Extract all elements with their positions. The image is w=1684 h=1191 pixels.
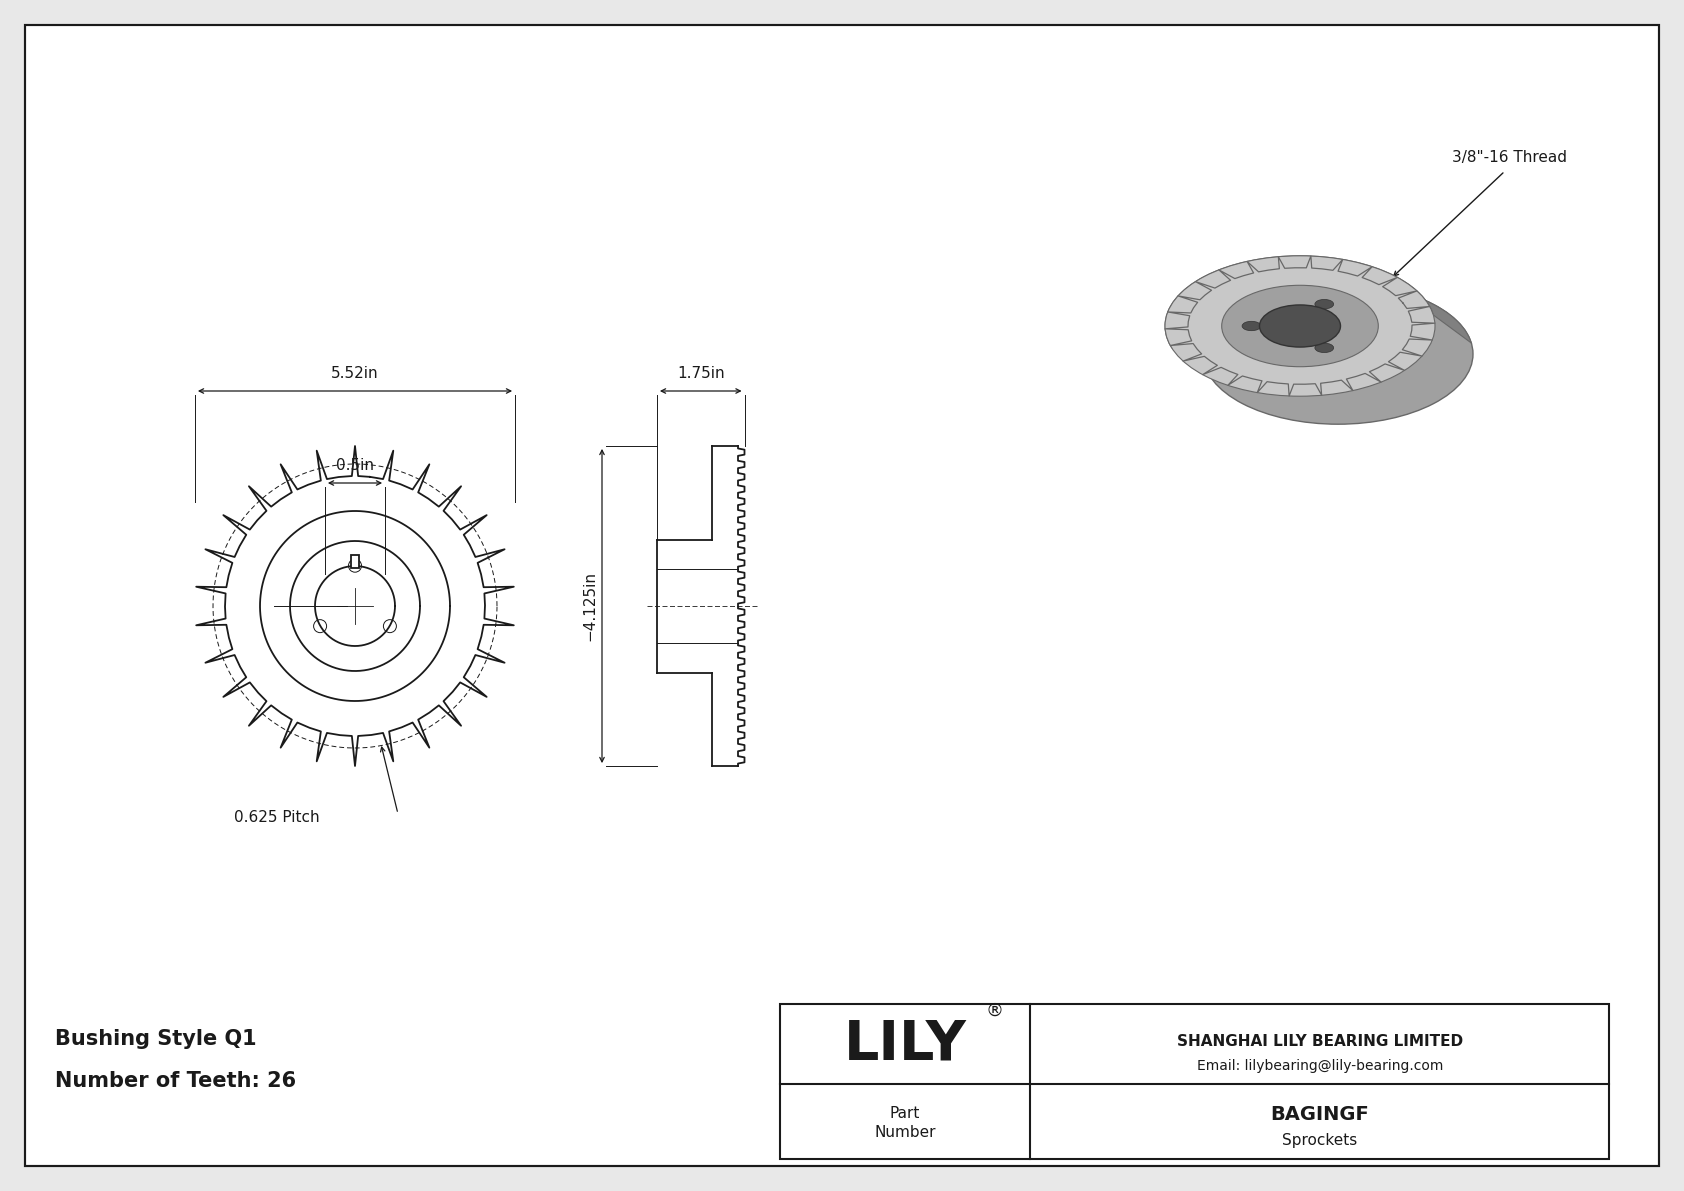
Polygon shape: [1221, 286, 1413, 354]
Text: 1.75in: 1.75in: [677, 366, 724, 381]
Text: LILY: LILY: [844, 1018, 967, 1072]
Text: ®: ®: [987, 1002, 1004, 1019]
Text: Number of Teeth: 26: Number of Teeth: 26: [56, 1071, 296, 1091]
Text: Bushing Style Q1: Bushing Style Q1: [56, 1029, 256, 1049]
Text: −4.125in: −4.125in: [583, 570, 598, 641]
Text: Sprockets: Sprockets: [1283, 1134, 1357, 1148]
Text: 0.5in: 0.5in: [337, 459, 374, 473]
Text: 3/8"-16 Thread: 3/8"-16 Thread: [1453, 150, 1568, 166]
Bar: [350, 555, 359, 567]
Ellipse shape: [1243, 322, 1261, 331]
Ellipse shape: [1202, 283, 1474, 424]
Ellipse shape: [1260, 305, 1340, 347]
Text: BAGINGF: BAGINGF: [1271, 1104, 1369, 1123]
Text: 0.625 Pitch: 0.625 Pitch: [234, 811, 320, 825]
Ellipse shape: [1315, 299, 1334, 308]
Text: Email: lilybearing@lily-bearing.com: Email: lilybearing@lily-bearing.com: [1197, 1059, 1443, 1073]
Text: 5.52in: 5.52in: [332, 366, 379, 381]
Ellipse shape: [1165, 256, 1435, 397]
Polygon shape: [1165, 256, 1472, 375]
Bar: [780, 1004, 1608, 1159]
Text: Part
Number: Part Number: [874, 1105, 936, 1141]
Ellipse shape: [1221, 286, 1378, 367]
Text: SHANGHAI LILY BEARING LIMITED: SHANGHAI LILY BEARING LIMITED: [1177, 1034, 1463, 1048]
Ellipse shape: [1315, 343, 1334, 353]
